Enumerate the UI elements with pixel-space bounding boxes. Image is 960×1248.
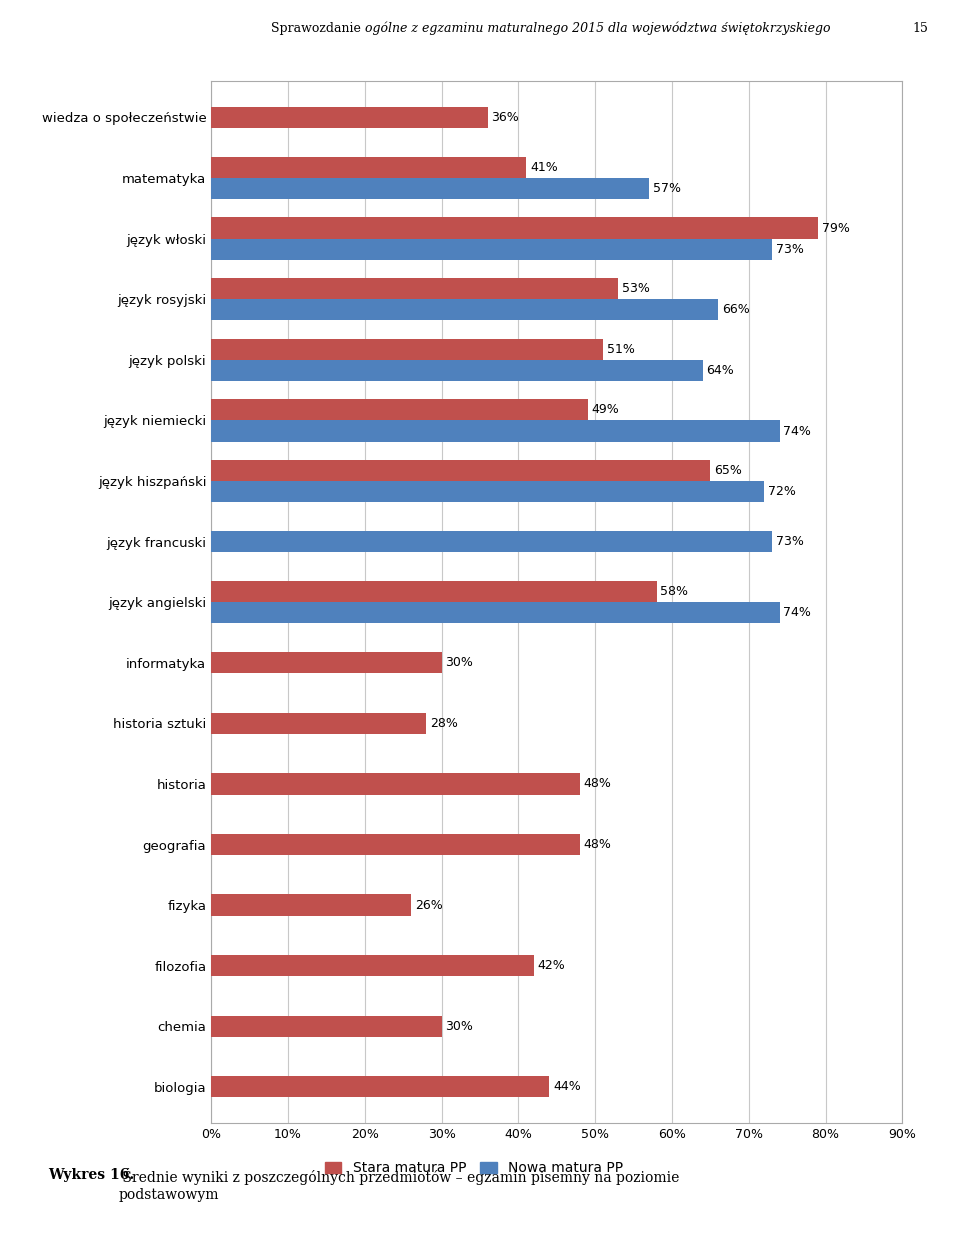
Text: 48%: 48% xyxy=(584,778,612,790)
Text: 74%: 74% xyxy=(783,424,811,438)
Text: 30%: 30% xyxy=(445,656,473,669)
Bar xyxy=(211,713,426,734)
Text: 73%: 73% xyxy=(776,535,804,548)
Text: Średnie wyniki z poszczególnych przedmiotów – egzamin pisemny na poziomie
podsta: Średnie wyniki z poszczególnych przedmio… xyxy=(118,1168,680,1202)
Bar xyxy=(211,582,657,603)
Text: 72%: 72% xyxy=(768,485,796,498)
Text: 66%: 66% xyxy=(722,303,750,316)
Text: 79%: 79% xyxy=(822,222,850,235)
Text: 53%: 53% xyxy=(622,282,650,295)
Bar xyxy=(211,480,764,502)
Legend: Stara matura PP, Nowa matura PP: Stara matura PP, Nowa matura PP xyxy=(320,1156,629,1181)
Text: 15: 15 xyxy=(912,21,928,35)
Bar xyxy=(211,178,649,200)
Text: 41%: 41% xyxy=(530,161,558,173)
Bar xyxy=(211,459,710,480)
Bar xyxy=(211,300,718,321)
Bar xyxy=(211,895,411,916)
Bar xyxy=(211,217,818,238)
Bar xyxy=(211,603,780,623)
Text: 48%: 48% xyxy=(584,837,612,851)
Text: 36%: 36% xyxy=(492,111,519,124)
Bar xyxy=(211,278,618,300)
Text: 73%: 73% xyxy=(776,243,804,256)
Text: 42%: 42% xyxy=(538,960,565,972)
Text: Wykres 16.: Wykres 16. xyxy=(48,1168,134,1182)
Bar xyxy=(211,157,526,178)
Text: 28%: 28% xyxy=(430,716,458,730)
Bar xyxy=(211,530,772,552)
Text: 57%: 57% xyxy=(653,182,681,195)
Bar xyxy=(211,338,603,359)
Text: Sprawozdanie: Sprawozdanie xyxy=(271,21,365,35)
Bar xyxy=(211,774,580,795)
Text: 64%: 64% xyxy=(707,364,734,377)
Bar xyxy=(211,653,442,674)
Text: 49%: 49% xyxy=(591,403,619,417)
Text: 26%: 26% xyxy=(415,899,443,911)
Text: 74%: 74% xyxy=(783,607,811,619)
Text: 51%: 51% xyxy=(607,343,635,356)
Bar xyxy=(211,238,772,260)
Bar xyxy=(211,955,534,976)
Bar xyxy=(211,107,488,129)
Text: 58%: 58% xyxy=(660,585,688,598)
Text: ogólne z egzaminu maturalnego 2015 dla województwa świętokrzyskiego: ogólne z egzaminu maturalnego 2015 dla w… xyxy=(365,21,830,35)
Bar xyxy=(211,1076,549,1097)
Text: 44%: 44% xyxy=(553,1081,581,1093)
Bar xyxy=(211,399,588,421)
Text: 65%: 65% xyxy=(714,464,742,477)
Bar xyxy=(211,421,780,442)
Bar xyxy=(211,359,703,381)
Text: 30%: 30% xyxy=(445,1020,473,1033)
Bar xyxy=(211,834,580,855)
Bar xyxy=(211,1016,442,1037)
